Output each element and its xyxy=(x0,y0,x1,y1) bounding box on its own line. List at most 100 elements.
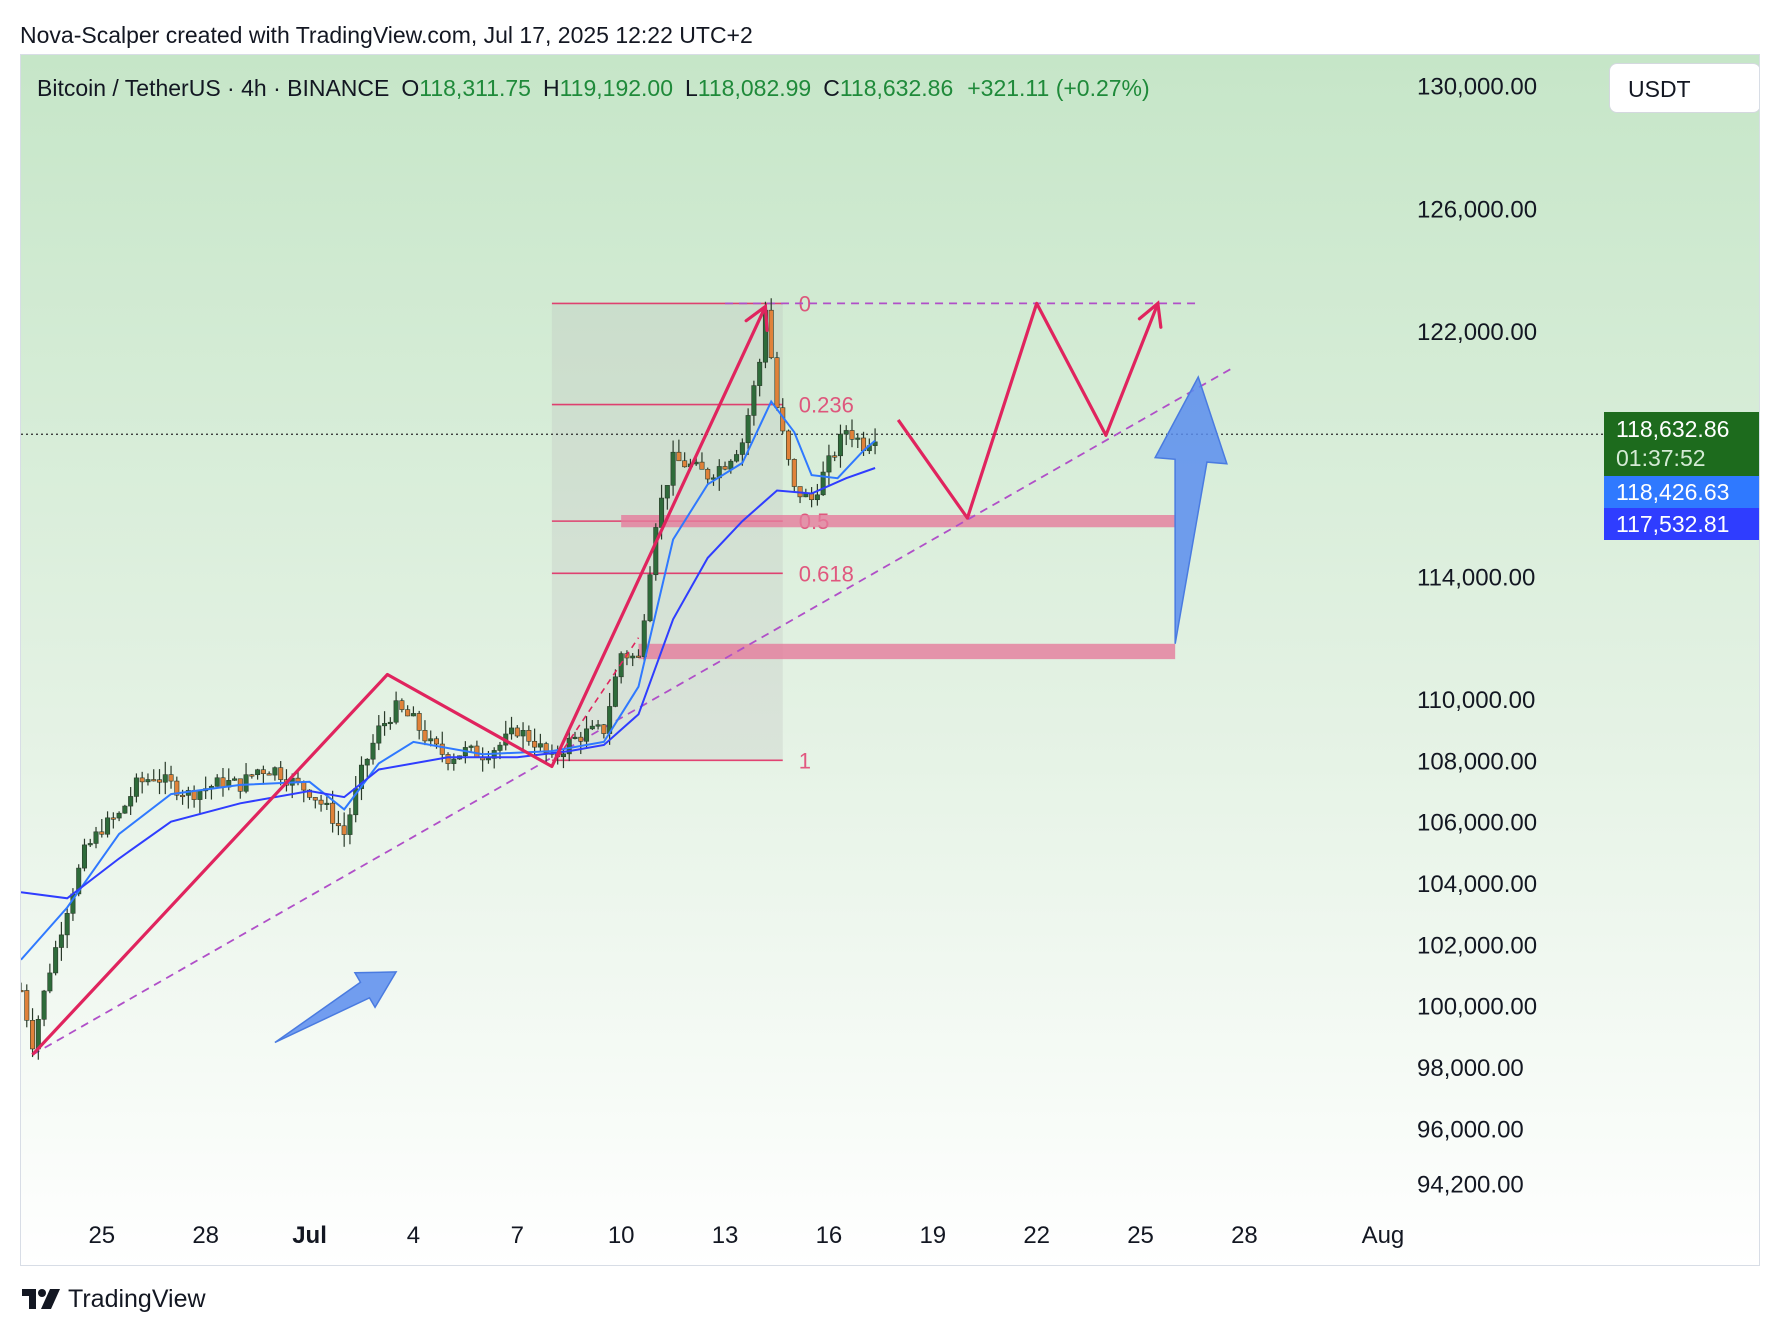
ema-slow-line xyxy=(21,467,876,900)
candle-body xyxy=(180,794,186,798)
currency-button[interactable]: USDT xyxy=(1609,63,1759,113)
candle-body xyxy=(855,437,861,440)
candle-body xyxy=(532,740,538,748)
candle-body xyxy=(295,777,301,782)
candle-body xyxy=(537,743,543,748)
candle-body xyxy=(509,727,515,735)
candle-body xyxy=(745,415,751,444)
candle-body xyxy=(676,451,682,462)
footer-brand[interactable]: TradingView xyxy=(68,1284,206,1313)
close-label: C xyxy=(823,75,840,101)
close-value: 118,632.86 xyxy=(839,75,954,101)
price-axis-label: 130,000.00 xyxy=(1417,74,1537,101)
time-axis-label: 28 xyxy=(192,1222,219,1249)
candle-body xyxy=(560,753,566,758)
candle-body xyxy=(330,802,336,824)
candle-body xyxy=(53,947,59,974)
candle-body xyxy=(786,430,792,460)
price-axis-label: 94,200.00 xyxy=(1417,1172,1524,1199)
candle-body xyxy=(376,725,382,744)
candle-body xyxy=(358,764,364,789)
time-axis-label: 10 xyxy=(608,1222,635,1249)
candle-body xyxy=(601,724,607,734)
price-axis-label: 126,000.00 xyxy=(1417,196,1537,223)
symbol-title[interactable]: Bitcoin / TetherUS · 4h · BINANCE xyxy=(37,75,390,101)
candle-body xyxy=(21,990,24,993)
candle-body xyxy=(705,468,711,480)
projection-path xyxy=(896,301,1160,520)
zigzag-arrowhead xyxy=(744,303,769,333)
support-zone xyxy=(638,643,1176,660)
time-axis-label: 7 xyxy=(511,1222,524,1249)
chart-attribution: Nova-Scalper created with TradingView.co… xyxy=(20,22,753,48)
candle-body xyxy=(832,455,838,458)
candle-body xyxy=(739,442,745,455)
candle-body xyxy=(520,730,526,737)
candle-body xyxy=(757,361,763,386)
candle-body xyxy=(405,709,411,717)
time-axis-label: 25 xyxy=(1127,1222,1154,1249)
price-axis-label: 122,000.00 xyxy=(1417,319,1537,346)
time-axis-label: 4 xyxy=(407,1222,420,1249)
candle-body xyxy=(162,774,168,783)
symbol-header: Bitcoin / TetherUS · 4h · BINANCE O118,31… xyxy=(37,75,1150,102)
candle-body xyxy=(641,620,647,657)
candle-body xyxy=(468,745,474,748)
candle-body xyxy=(110,817,116,820)
candle-body xyxy=(774,357,780,409)
candle-body xyxy=(41,990,47,1020)
fib-level-label: 0.618 xyxy=(799,561,854,586)
candle-body xyxy=(485,758,491,761)
candle-body xyxy=(133,777,139,797)
low-label: L xyxy=(685,75,698,101)
candle-body xyxy=(578,736,584,742)
price-axis-label: 96,000.00 xyxy=(1417,1116,1524,1143)
candle-body xyxy=(433,738,439,745)
candle-body xyxy=(382,723,388,727)
candle-body xyxy=(76,867,82,895)
candle-body xyxy=(81,844,87,869)
change-value: +321.11 (+0.27%) xyxy=(967,75,1150,101)
candle-body xyxy=(197,790,203,800)
candle-body xyxy=(116,812,122,819)
candle-body xyxy=(232,778,238,781)
candle-body xyxy=(439,743,445,755)
tradingview-logo-icon[interactable] xyxy=(20,1286,64,1312)
price-axis-label: 104,000.00 xyxy=(1417,871,1537,898)
bar-countdown: 01:37:52 xyxy=(1616,445,1706,471)
candle-body xyxy=(428,738,434,742)
candle-body xyxy=(393,700,399,723)
candle-body xyxy=(58,934,64,948)
candle-body xyxy=(122,805,128,814)
chart-canvas[interactable]: 00.2360.50.618194,200.0096,000.0098,000.… xyxy=(21,55,1760,1266)
candle-body xyxy=(399,700,405,710)
fib-level-label: 1 xyxy=(799,748,811,773)
candle-body xyxy=(751,385,757,416)
candle-body xyxy=(347,814,353,835)
candle-body xyxy=(653,527,659,576)
time-axis-label: Aug xyxy=(1362,1222,1405,1249)
candle-body xyxy=(243,774,249,792)
trendline xyxy=(32,367,1234,1056)
time-axis-label: Jul xyxy=(292,1222,327,1249)
candle-body xyxy=(364,758,370,766)
candle-body xyxy=(670,451,676,486)
ema-slow-tag: 117,532.81 xyxy=(1604,508,1759,540)
chart-panel[interactable]: 00.2360.50.618194,200.0096,000.0098,000.… xyxy=(20,54,1760,1266)
candle-body xyxy=(387,721,393,725)
candle-body xyxy=(30,1020,36,1050)
candle-body xyxy=(370,742,376,760)
time-axis-label: 25 xyxy=(88,1222,115,1249)
candle-body xyxy=(451,758,457,764)
candle-body xyxy=(647,574,653,622)
price-axis-label: 110,000.00 xyxy=(1417,687,1535,714)
candle-body xyxy=(87,843,93,846)
candle-body xyxy=(151,779,157,782)
candle-body xyxy=(324,802,330,805)
candle-body xyxy=(266,773,272,776)
open-label: O xyxy=(401,75,420,101)
price-axis-label: 108,000.00 xyxy=(1417,748,1537,775)
time-axis-label: 16 xyxy=(816,1222,843,1249)
candle-body xyxy=(214,777,220,787)
candle-body xyxy=(341,825,347,835)
